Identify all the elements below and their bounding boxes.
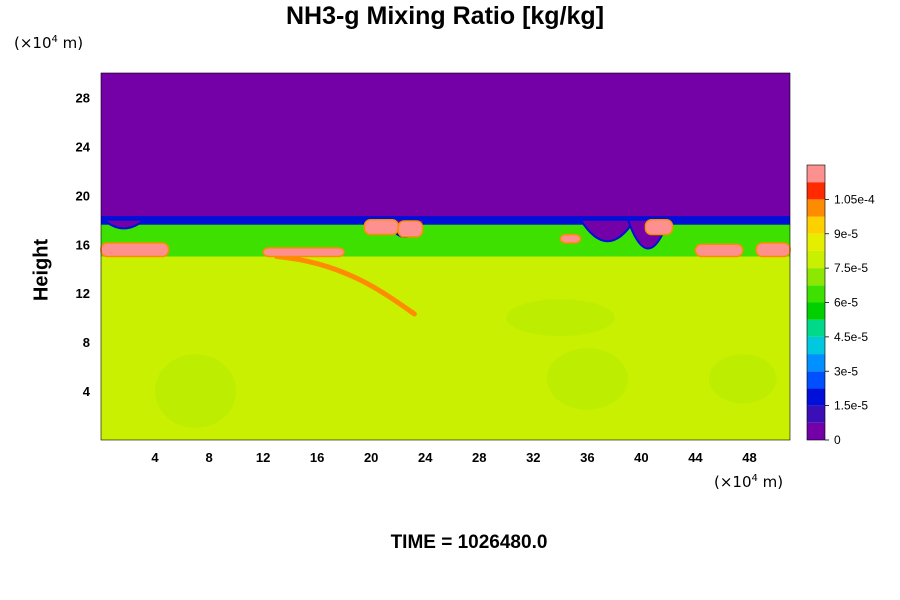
colorbar-tick-label: 9e-5 (834, 227, 858, 241)
x-unit-label: (×104 m) (714, 473, 783, 491)
high-value-patch (559, 233, 582, 244)
y-axis-ticks: 4 8 12 16 20 24 28 (76, 90, 91, 399)
colorbar: 0 1.5e-5 3e-5 4.5e-5 6e-5 7.5e-5 9e-5 1.05e-4 (806, 164, 875, 447)
band-top-edge (101, 214, 790, 225)
high-value-patch (694, 243, 744, 258)
high-value-streak (274, 254, 417, 317)
colorbar-swatch (807, 354, 825, 372)
x-tick-label: 20 (364, 450, 378, 465)
mixing-swirl (506, 299, 615, 337)
colorbar-swatch (807, 285, 825, 303)
y-unit-label: (×104 m) (14, 34, 83, 52)
colorbar-swatch (807, 199, 825, 217)
x-tick-label: 28 (472, 450, 486, 465)
y-unit-prefix: (×10 (14, 34, 52, 52)
colorbar-tick-label: 6e-5 (834, 296, 858, 310)
colorbar-swatch (807, 268, 825, 286)
colorbar-swatch (807, 336, 825, 355)
x-tick-label: 8 (205, 450, 212, 465)
x-tick-label: 32 (526, 450, 540, 465)
colorbar-swatch (807, 302, 825, 320)
colorbar-tick-label: 4.5e-5 (834, 330, 868, 344)
x-tick-label: 24 (418, 450, 433, 465)
high-value-patch (363, 219, 399, 236)
y-tick-label: 28 (76, 90, 90, 105)
colorbar-swatch (807, 165, 825, 183)
mixing-swirl (546, 348, 628, 410)
colorbar-tick-label: 7.5e-5 (834, 261, 868, 275)
colorbar-swatch (807, 319, 825, 337)
mid-band-region (101, 219, 790, 257)
time-label: TIME = 1026480.0 (390, 532, 548, 553)
colorbar-swatch (807, 388, 825, 406)
x-tick-label: 40 (634, 450, 648, 465)
y-tick-label: 12 (76, 286, 90, 301)
upper-layer-region (101, 73, 790, 217)
plot-frame (100, 72, 791, 441)
x-tick-label: 12 (256, 450, 270, 465)
chart-title: NH3-g Mixing Ratio [kg/kg] (285, 2, 605, 30)
high-value-patch (755, 242, 791, 258)
x-unit-suffix: m) (757, 473, 784, 491)
y-tick-label: 24 (76, 139, 91, 154)
y-tick-label: 4 (83, 384, 91, 399)
colorbar-swatch (807, 405, 825, 423)
colorbar-swatch (807, 182, 825, 200)
x-tick-label: 36 (580, 450, 594, 465)
heatmap-field (100, 72, 791, 441)
colorbar-swatch (807, 233, 825, 251)
colorbar-tick-label: 1.05e-4 (834, 192, 875, 206)
y-tick-label: 8 (83, 335, 90, 350)
mixing-swirl (708, 354, 777, 404)
x-tick-label: 4 (151, 450, 159, 465)
colorbar-swatch (807, 422, 825, 440)
y-unit-exponent: 4 (51, 34, 58, 45)
y-tick-label: 20 (76, 188, 90, 203)
x-unit-prefix: (×10 (714, 473, 752, 491)
y-tick-label: 16 (76, 237, 90, 252)
colorbar-swatch (807, 250, 825, 269)
colorbar-swatch (807, 371, 825, 389)
upper-layer-intrusion (100, 218, 147, 230)
high-value-patch (397, 220, 424, 238)
y-unit-suffix: m) (57, 34, 84, 52)
mixing-swirl (155, 354, 237, 428)
x-tick-label: 48 (742, 450, 756, 465)
high-value-patch (644, 219, 674, 236)
high-value-patch (262, 247, 345, 258)
colorbar-swatch (807, 216, 825, 234)
x-axis-ticks: 4 8 12 16 20 24 28 32 36 40 44 48 (151, 450, 756, 465)
colorbar-tick-label: 1.5e-5 (834, 399, 868, 413)
colorbar-tick-label: 3e-5 (834, 364, 858, 378)
lower-layer-region (101, 255, 790, 440)
x-unit-exponent: 4 (751, 473, 758, 484)
high-value-patch (100, 242, 170, 258)
colorbar-tick-label: 0 (834, 433, 841, 447)
x-tick-label: 16 (310, 450, 324, 465)
x-tick-label: 44 (688, 450, 703, 465)
